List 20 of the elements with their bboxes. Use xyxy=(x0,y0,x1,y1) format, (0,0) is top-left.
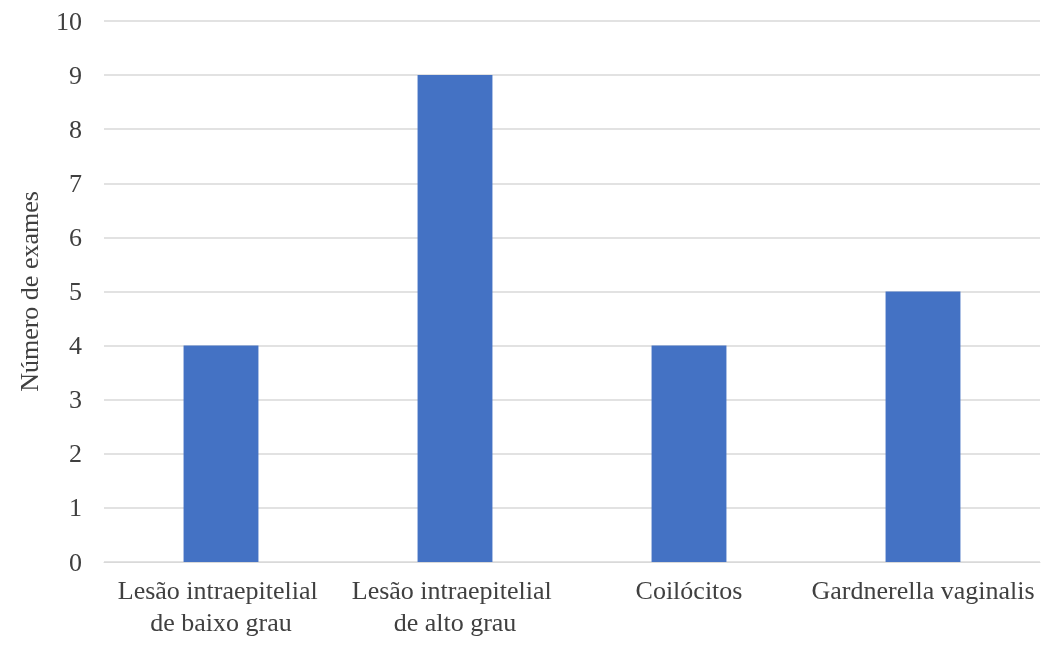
y-tick-label: 10 xyxy=(56,6,82,36)
x-tick-label: Gardnerella vaginalis xyxy=(811,575,1035,605)
y-tick-label: 8 xyxy=(69,114,82,144)
bar xyxy=(417,75,493,562)
y-tick-label: 4 xyxy=(69,331,82,361)
y-tick-label: 1 xyxy=(69,493,82,523)
y-tick-label: 0 xyxy=(69,547,82,577)
y-tick-label: 6 xyxy=(69,222,82,252)
y-tick-label: 3 xyxy=(69,385,82,415)
x-tick-label: Lesão intraepitelial de baixo grau xyxy=(117,575,325,637)
bar xyxy=(183,345,259,562)
y-tick-label: 7 xyxy=(69,168,82,198)
y-tick-label: 5 xyxy=(69,277,82,306)
y-tick-label: 2 xyxy=(69,439,82,469)
y-tick-label: 9 xyxy=(69,60,82,90)
x-tick-label: Lesão intraepitelial de alto grau xyxy=(351,575,559,637)
x-tick-label: Coilócitos xyxy=(635,575,743,605)
bar xyxy=(885,291,961,562)
bar xyxy=(651,345,727,562)
y-axis-title: Número de exames xyxy=(14,191,44,392)
